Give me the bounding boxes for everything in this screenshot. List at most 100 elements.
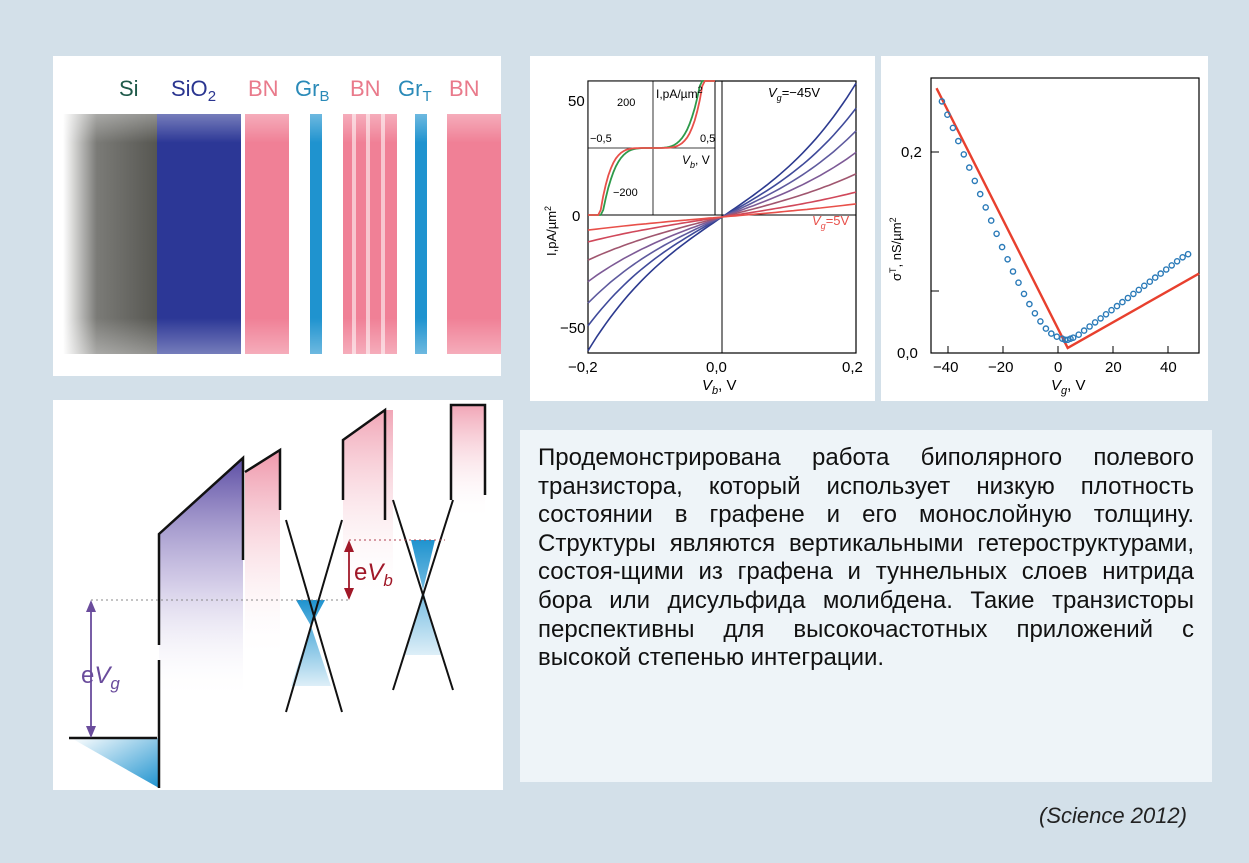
- cond-xtick-neg40: −40: [933, 359, 958, 376]
- eVg-label: eVg: [81, 662, 120, 693]
- iv-ytick-0: 0: [572, 208, 580, 225]
- grb-dirac-cone: [285, 519, 343, 713]
- cond-point: [1119, 298, 1126, 306]
- iv-xtick-02: 0,2: [842, 359, 863, 376]
- iv-annot-top: Vg=−45V: [768, 85, 820, 103]
- sio2-band-edge: [157, 455, 245, 788]
- cond-point: [982, 204, 989, 211]
- cond-point: [1069, 334, 1077, 342]
- cond-point: [1157, 270, 1165, 277]
- iv-curves: [587, 82, 857, 352]
- iv-ylabel: I,pA/µm2: [543, 206, 559, 256]
- cond-point: [960, 151, 968, 158]
- grt-dirac-cone: [392, 499, 454, 691]
- inset-xtick-neg05: −0,5: [590, 133, 612, 145]
- cond-point: [1026, 300, 1033, 308]
- cond-ylabel: σT, nS/µm2: [888, 217, 904, 281]
- cond-point: [976, 190, 984, 198]
- label-bn-2: BN: [350, 76, 381, 101]
- label-sio2: SiO2: [171, 76, 216, 105]
- bn2-band-fill: [343, 410, 393, 600]
- cond-xtick-neg20: −20: [988, 359, 1013, 376]
- band-diagram: eVg eVb: [53, 400, 503, 790]
- bn2-band-edge: [341, 407, 387, 520]
- cond-point: [1179, 253, 1186, 261]
- cond-xtick-20: 20: [1105, 359, 1122, 376]
- description-box: Продемонстрирована работа биполярного по…: [520, 430, 1212, 782]
- inset-xtick-05: 0,5: [700, 133, 715, 145]
- inset-ytick-neg200: −200: [613, 187, 638, 199]
- iv-xlabel: Vb, V: [702, 377, 736, 397]
- cond-xlabel: Vg, V: [1051, 377, 1085, 397]
- cond-point: [993, 230, 1000, 238]
- cond-point: [1108, 306, 1115, 314]
- cond-point: [1140, 282, 1148, 290]
- iv-curve-6: [587, 203, 857, 231]
- cond-ytick-02: 0,2: [901, 144, 922, 161]
- cond-xtick-40: 40: [1160, 359, 1177, 376]
- grb-dirac-cone-fill: [291, 600, 331, 686]
- cond-ytick-00: 0,0: [897, 345, 918, 362]
- label-gr-b: GrB: [295, 76, 329, 105]
- citation: (Science 2012): [1039, 803, 1187, 828]
- cond-point: [1102, 310, 1110, 318]
- bn1-band-edge: [244, 447, 282, 510]
- iv-ytick-neg50: −50: [560, 320, 585, 337]
- cond-point: [1146, 278, 1154, 285]
- layer-stack-svg: Si SiO2 BN GrB BN GrT BN: [53, 76, 501, 354]
- inset-ylabel: I,pA/µm2: [656, 85, 703, 101]
- iv-annot-bottom: Vg=5V: [812, 213, 850, 231]
- eVg-arrow: [86, 600, 96, 738]
- eVb-arrow: [344, 540, 354, 600]
- cond-point: [966, 164, 973, 171]
- label-bn-3: BN: [449, 76, 480, 101]
- cond-point: [1162, 266, 1170, 273]
- cond-point: [987, 217, 995, 224]
- cond-point: [944, 111, 951, 119]
- cond-point: [1130, 290, 1137, 298]
- label-si: Si: [119, 76, 139, 101]
- cond-fit-line: [935, 87, 1200, 350]
- cond-point: [1173, 257, 1181, 265]
- cond-point: [1091, 319, 1099, 326]
- bn1-band-fill: [245, 450, 280, 660]
- cond-point: [1053, 333, 1061, 341]
- layer-labels: Si SiO2 BN GrB BN GrT BN: [119, 76, 480, 105]
- iv-xtick-neg02: −0,2: [568, 359, 598, 376]
- cond-point: [1020, 290, 1028, 298]
- cond-point: [1047, 330, 1055, 337]
- inset-xlabel: Vb, V: [682, 153, 710, 170]
- cond-point: [1184, 250, 1192, 258]
- cond-point: [1015, 279, 1022, 286]
- si-band-corner: [71, 738, 159, 788]
- cond-point: [955, 137, 962, 145]
- cond-point: [1113, 302, 1121, 310]
- iv-chart-svg: 200 −200 −0,5 0,5 I,pA/µm2 Vb, V 50 0 −5…: [543, 80, 863, 397]
- cond-point: [1124, 294, 1132, 302]
- sio2-band-fill: [159, 458, 243, 700]
- cond-series: [935, 87, 1200, 350]
- cond-point: [1004, 255, 1011, 263]
- layer-stack-figure: Si SiO2 BN GrB BN GrT BN: [53, 56, 501, 376]
- cond-point: [998, 243, 1006, 251]
- label-gr-t: GrT: [398, 76, 432, 105]
- cond-point: [1031, 309, 1039, 317]
- bn3-band-edge: [449, 403, 487, 500]
- inset-curve-1: [588, 80, 715, 216]
- cond-point: [949, 124, 957, 132]
- edge-fade: [53, 114, 501, 354]
- cond-xtick-0: 0: [1054, 359, 1062, 376]
- cond-point: [971, 177, 979, 185]
- cond-point: [1135, 286, 1143, 294]
- conductance-chart: 0,2 0,0 −40 −20 0 20 40 Vg, V σT, nS/µm2: [881, 56, 1208, 401]
- cond-point: [1037, 318, 1044, 325]
- cond-point: [1075, 331, 1082, 339]
- inset-ytick-200: 200: [617, 97, 635, 109]
- cond-point: [1009, 268, 1017, 275]
- cond-point: [938, 98, 946, 105]
- cond-point: [1097, 315, 1104, 322]
- description-text: Продемонстрирована работа биполярного по…: [538, 444, 1194, 672]
- inset-curves: [588, 80, 715, 216]
- iv-chart: 200 −200 −0,5 0,5 I,pA/µm2 Vb, V 50 0 −5…: [530, 56, 875, 401]
- iv-ytick-50: 50: [568, 93, 585, 110]
